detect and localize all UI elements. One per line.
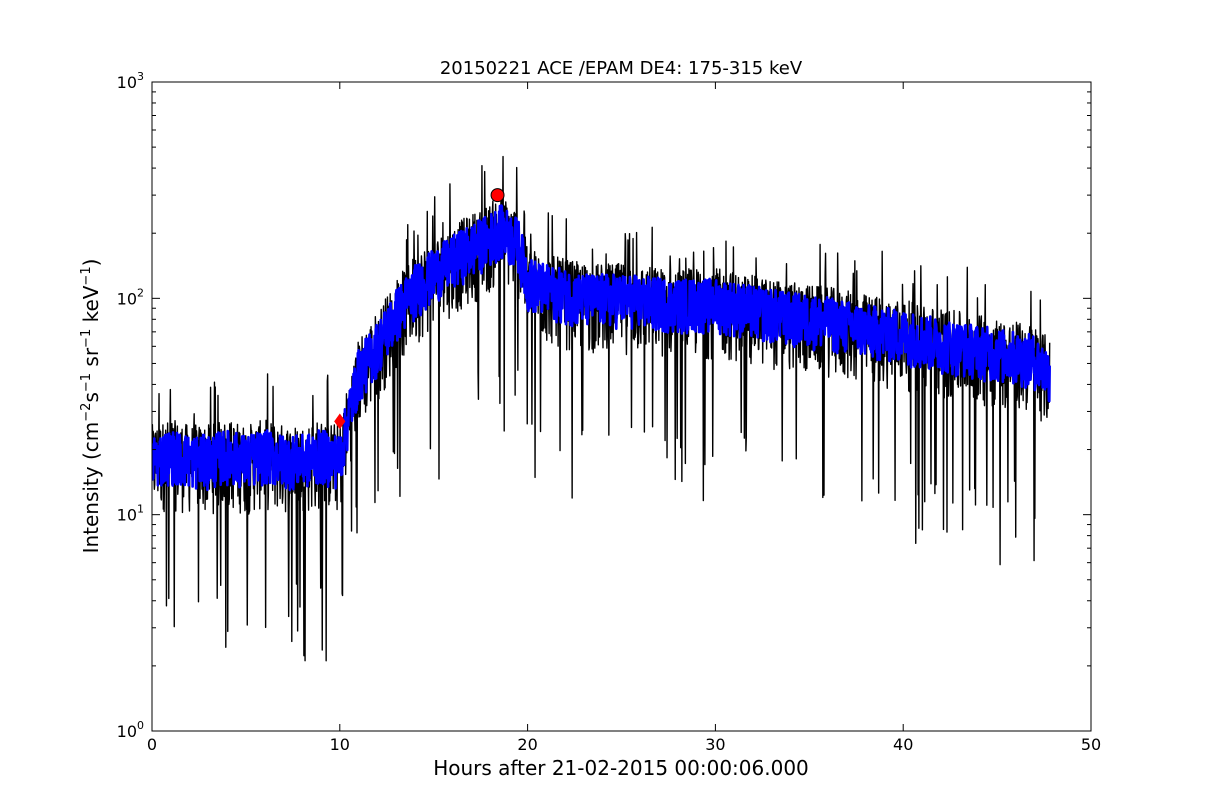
y-label-suffix: ) xyxy=(79,259,103,267)
y-label-s: s xyxy=(79,392,103,402)
y-label-kev: keV xyxy=(79,285,103,329)
x-axis-label: Hours after 21-02-2015 00:00:06.000 xyxy=(433,756,809,780)
x-tick-label: 50 xyxy=(1081,735,1101,754)
onset-marker xyxy=(334,413,346,430)
x-tick-label: 0 xyxy=(147,735,157,754)
y-label-exp-s: −1 xyxy=(79,373,94,392)
y-label-prefix: Intensity (cm xyxy=(79,422,103,554)
series-line-raw xyxy=(152,155,1051,662)
y-tick-label: 101 xyxy=(117,503,144,525)
x-tick-label: 40 xyxy=(893,735,913,754)
y-tick-label: 102 xyxy=(117,286,144,308)
x-tick-label: 30 xyxy=(705,735,725,754)
series-layer xyxy=(152,155,1051,662)
y-label-sr: sr xyxy=(79,347,103,373)
tick-layer: 0 10 20 30 40 50 100 101 102 103 xyxy=(117,70,1102,754)
plot-frame xyxy=(151,81,1092,732)
y-label-exp-cm: −2 xyxy=(79,403,94,422)
y-label-exp-sr: −1 xyxy=(79,329,94,348)
series-line-smoothed xyxy=(152,204,1051,492)
y-tick-label: 103 xyxy=(117,70,144,92)
peak-marker xyxy=(490,188,505,203)
x-tick-label: 20 xyxy=(517,735,537,754)
x-tick-label: 10 xyxy=(330,735,350,754)
marker-layer xyxy=(334,188,505,430)
y-axis-label: Intensity (cm−2s−1 sr−1 keV−1) xyxy=(79,259,103,554)
y-label-exp-kev: −1 xyxy=(79,266,94,285)
chart-title: 20150221 ACE /EPAM DE4: 175-315 keV xyxy=(440,58,803,79)
y-tick-label: 100 xyxy=(117,719,144,741)
